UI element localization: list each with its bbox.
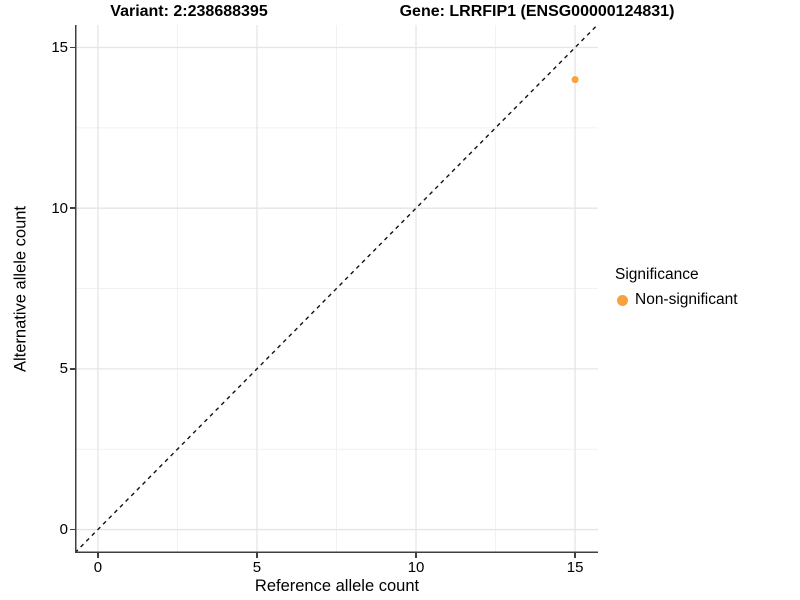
- legend-entry-non-significant: Non-significant: [615, 290, 738, 310]
- identity-line: [75, 25, 598, 553]
- x-tick-label: 5: [252, 559, 262, 576]
- y-tick-mark: [70, 528, 75, 531]
- plot-panel: [75, 25, 598, 553]
- gene-title: Gene: LRRFIP1 (ENSG00000124831): [399, 3, 675, 20]
- y-tick-label: 5: [59, 360, 68, 378]
- y-tick-label: 0: [59, 521, 68, 539]
- legend-title: Significance: [615, 266, 699, 283]
- y-axis-title: Alternative allele count: [11, 205, 30, 373]
- variant-title: Variant: 2:238688395: [110, 3, 268, 20]
- x-tick-label: 10: [407, 559, 425, 576]
- x-tick-mark: [97, 553, 99, 558]
- legend-entry-label: Non-significant: [635, 291, 738, 308]
- y-tick-label: 15: [51, 38, 68, 56]
- y-tick-mark: [70, 207, 75, 209]
- non-significant-dot-icon: [617, 294, 628, 306]
- x-axis-title: Reference allele count: [254, 577, 420, 595]
- y-tick-label: 10: [51, 199, 68, 217]
- x-tick-mark: [256, 553, 258, 558]
- x-tick-mark: [574, 553, 576, 558]
- data-point: [571, 76, 579, 84]
- legend: Significance Non-significant: [615, 266, 738, 310]
- x-tick-label: 0: [93, 559, 103, 576]
- plot-canvas: [75, 25, 598, 553]
- y-tick-mark: [70, 46, 75, 49]
- x-tick-label: 15: [566, 559, 584, 576]
- y-tick-mark: [70, 368, 75, 370]
- x-tick-mark: [415, 553, 417, 558]
